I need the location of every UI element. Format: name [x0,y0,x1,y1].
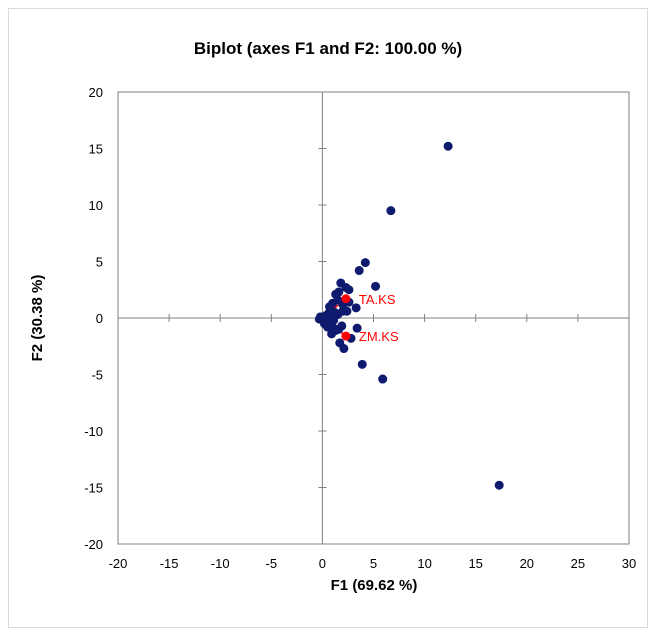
chart-title: Biplot (axes F1 and F2: 100.00 %) [194,39,462,58]
points-group [314,141,504,490]
x-tick-label: -20 [109,556,128,571]
observation-point [354,266,364,276]
observation-point [357,359,367,369]
y-axis-title: F2 (30.38 %) [29,275,46,362]
observation-point [334,287,344,297]
tick-labels-group: -20 -15 -10 -5 0 5 10 15 20 25 30 -20 -15 -10 -5 0 5 10 15… [84,85,636,571]
observation-point [326,306,336,316]
x-tick-label: 25 [571,556,585,571]
observation-point [371,281,381,291]
variable-point [341,294,351,304]
y-tick-label: 5 [96,255,103,270]
observation-point [360,258,370,268]
observation-point [443,141,453,151]
y-tick-label: -10 [84,424,103,439]
x-axis-title: F1 (69.62 %) [331,577,418,594]
x-tick-label: 0 [319,556,326,571]
observation-point [335,338,345,348]
observation-point [337,321,347,331]
y-tick-label: -20 [84,537,103,552]
axes-group [117,91,630,545]
observation-point [344,285,354,295]
y-tick-label: 15 [89,142,103,157]
observation-point [352,323,362,333]
y-tick-label: -5 [91,368,103,383]
observation-point [329,315,339,325]
x-tick-label: -5 [266,556,278,571]
x-tick-label: -10 [211,556,230,571]
y-tick-label: 20 [89,85,103,100]
point-labels-group: TA.KS ZM.KS [359,292,399,344]
observation-point [378,374,388,384]
y-tick-label: 0 [96,311,103,326]
x-tick-label: 20 [520,556,534,571]
observation-point [319,319,329,329]
observation-point [351,303,361,313]
observation-point [386,206,396,216]
observation-point [494,480,504,490]
variable-label: TA.KS [359,292,396,307]
variable-label: ZM.KS [359,329,399,344]
x-tick-label: 5 [370,556,377,571]
x-tick-label: 15 [468,556,482,571]
x-tick-label: 30 [622,556,636,571]
x-tick-label: 10 [417,556,431,571]
y-tick-label: 10 [89,198,103,213]
y-tick-label: -15 [84,481,103,496]
observation-point [327,329,337,339]
x-tick-label: -15 [160,556,179,571]
variable-point [341,331,351,341]
